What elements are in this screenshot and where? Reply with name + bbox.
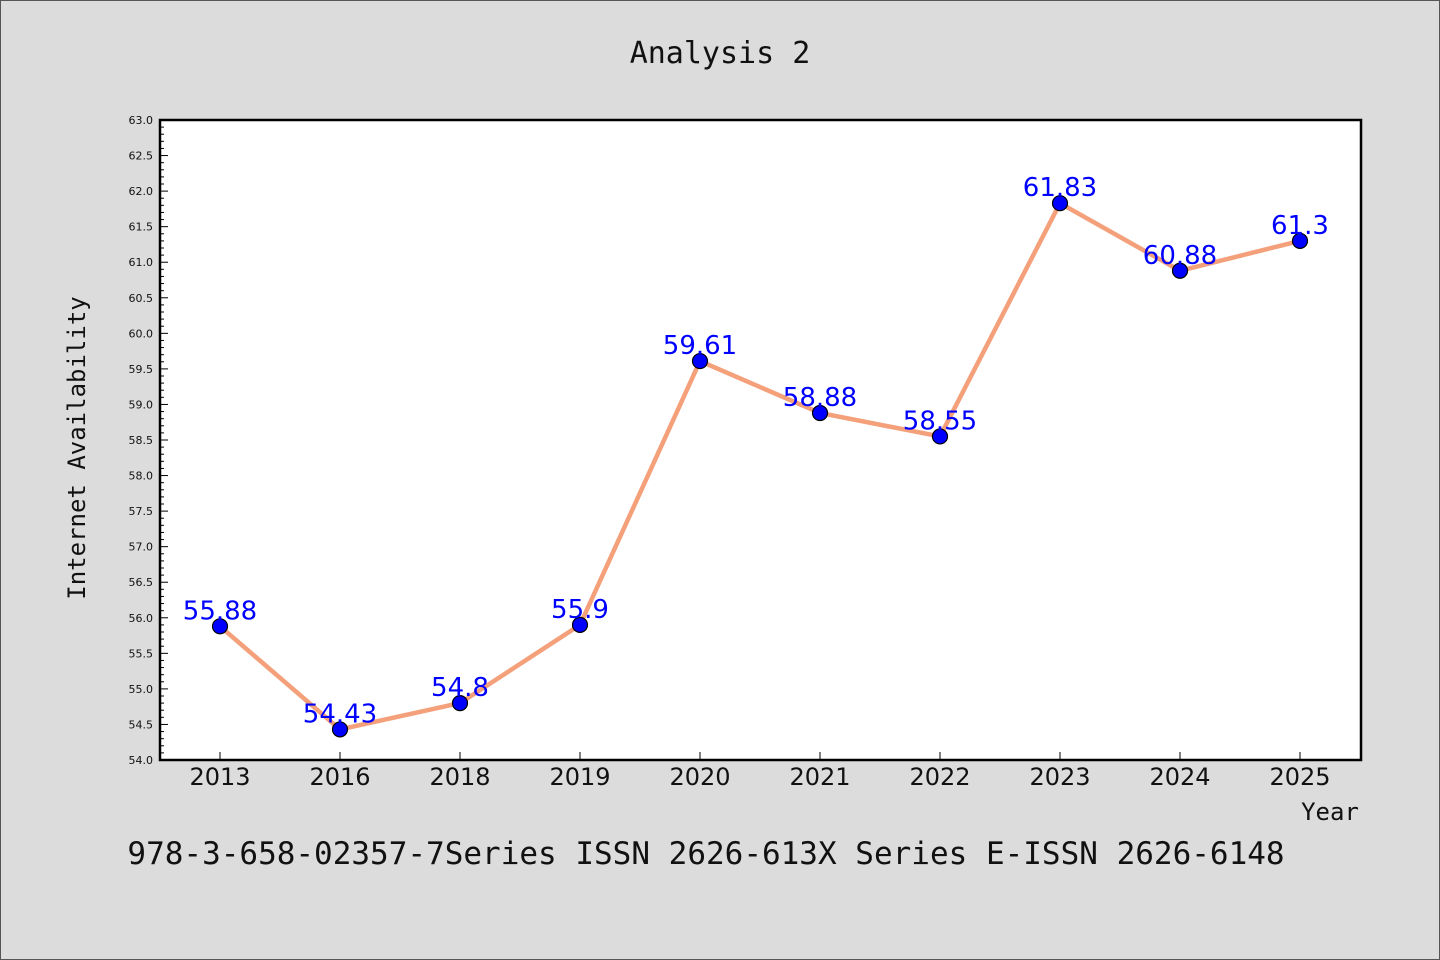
data-point	[811, 404, 829, 422]
data-label: 55.88	[183, 596, 257, 626]
x-tick-label: 2018	[429, 763, 490, 791]
data-point	[1291, 232, 1309, 249]
y-axis: 54.0 54.5 55.0 55.5 56.0 56.5 57.0 57.5 58.0 58.5…	[129, 114, 168, 767]
data-point	[571, 616, 589, 633]
y-tick-label: 54.5	[129, 718, 154, 731]
x-tick-label: 2013	[189, 763, 250, 791]
y-tick-label: 55.5	[129, 647, 154, 660]
data-point	[451, 695, 469, 712]
y-tick-label: 59.5	[129, 363, 154, 376]
data-label: 54.8	[431, 673, 489, 703]
x-tick-label: 2024	[1149, 763, 1210, 791]
data-point	[331, 721, 349, 738]
x-tick-label: 2020	[669, 763, 730, 791]
series-line	[217, 200, 1303, 732]
data-point	[931, 428, 949, 445]
y-tick-label: 56.0	[129, 612, 154, 625]
data-point	[1051, 195, 1069, 212]
x-axis: 2013 2016 2018 2019 2020 2021 2022 2023 2024 2025	[189, 752, 1331, 791]
data-label: 54.43	[303, 699, 377, 729]
data-label: 58.55	[903, 406, 977, 436]
y-tick-label: 62.5	[129, 150, 154, 163]
y-tick-label: 58.5	[129, 434, 154, 447]
x-tick-label: 2019	[549, 763, 610, 791]
x-tick-label: 2022	[909, 763, 970, 791]
data-label: 58.88	[783, 383, 857, 413]
footer-text: 978-3-658-02357-7Series ISSN 2626-613X S…	[127, 836, 1284, 872]
x-tick-label: 2021	[789, 763, 850, 791]
y-tick-label: 62.0	[129, 185, 154, 198]
data-label: 59.61	[663, 331, 737, 361]
data-point	[691, 352, 709, 370]
y-tick-label: 60.0	[129, 327, 154, 340]
y-axis-label: Internet Availability	[63, 296, 91, 599]
y-tick-label: 61.0	[129, 256, 154, 269]
x-tick-label: 2016	[309, 763, 370, 791]
data-label: 61.3	[1271, 211, 1329, 241]
plot-area	[158, 118, 1363, 762]
x-tick-label: 2023	[1029, 763, 1090, 791]
data-label: 60.88	[1143, 241, 1217, 271]
y-tick-label: 57.5	[129, 505, 154, 518]
data-label: 55.9	[551, 595, 609, 625]
data-point	[1171, 262, 1189, 279]
y-tick-label: 60.5	[129, 292, 154, 305]
x-axis-label: Year	[1301, 798, 1359, 826]
y-tick-label: 55.0	[129, 683, 154, 696]
y-tick-label: 63.0	[129, 114, 154, 127]
y-tick-label: 58.0	[129, 470, 154, 483]
y-tick-label: 56.5	[129, 576, 154, 589]
chart-title: Analysis 2	[630, 36, 811, 71]
y-tick-label: 61.5	[129, 221, 154, 234]
data-label: 61.83	[1023, 173, 1097, 203]
data-point	[211, 618, 229, 635]
x-tick-label: 2025	[1269, 763, 1330, 791]
y-tick-label: 59.0	[129, 398, 154, 411]
y-tick-label: 54.0	[129, 754, 154, 767]
y-tick-label: 57.0	[129, 541, 154, 554]
series-group: 55.88 54.43 54.8 55.9 59.61 58.88 58.55 61.83 60…	[183, 173, 1329, 738]
